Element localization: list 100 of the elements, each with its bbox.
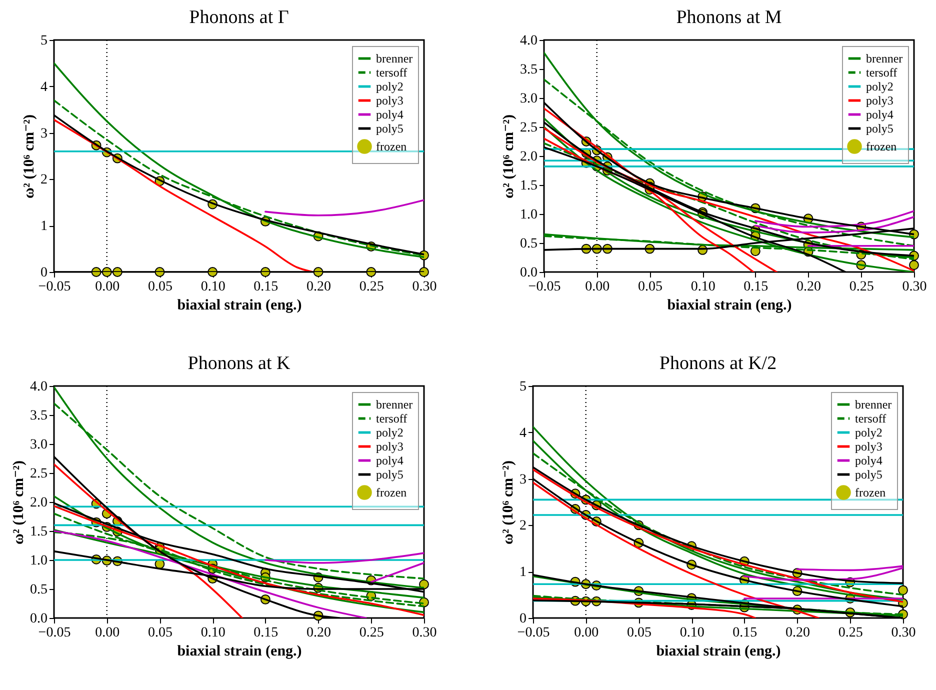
y-tick-label: 5	[520, 380, 526, 394]
legend-label: poly4	[376, 108, 404, 122]
x-tick-label: 0.25	[359, 280, 384, 294]
legend-label: poly3	[376, 94, 404, 108]
x-axis-title: biaxial strain (eng.)	[667, 298, 792, 314]
legend-label: brenner	[376, 52, 413, 66]
legend-label: poly4	[866, 108, 894, 122]
x-axis-title: biaxial strain (eng.)	[656, 644, 781, 660]
y-tick-label: 1	[40, 219, 48, 234]
y-tick-label: 2	[520, 518, 526, 534]
legend-label: frozen	[855, 486, 886, 500]
y-tick-label: 3.0	[520, 92, 538, 106]
y-tick-label: 0.5	[30, 582, 48, 598]
y-tick-label: 3.5	[520, 62, 538, 78]
legend-label: frozen	[376, 140, 407, 154]
x-tick-label: 0.25	[359, 626, 384, 640]
x-axis-title: biaxial strain (eng.)	[177, 644, 302, 660]
legend-label: tersoff	[866, 66, 898, 80]
legend-label: brenner	[866, 52, 903, 66]
x-tick-label: 0.00	[95, 280, 120, 294]
y-tick-label: 2.5	[30, 466, 48, 482]
legend-label: poly2	[855, 426, 882, 440]
chart-title: Phonons at K	[188, 353, 290, 374]
y-tick-label: 5	[40, 34, 48, 48]
legend-label: poly4	[376, 454, 404, 468]
x-tick-label: 0.20	[786, 626, 810, 640]
x-tick-label: 0.10	[200, 280, 226, 294]
x-tick-label: −0.05	[38, 280, 71, 294]
x-axis-title: biaxial strain (eng.)	[177, 298, 302, 314]
legend-label: brenner	[376, 398, 413, 412]
x-tick-label: −0.05	[528, 280, 561, 294]
x-tick-label: −0.05	[517, 626, 550, 640]
legend-label: frozen	[376, 486, 407, 500]
y-tick-label: 3.0	[30, 438, 48, 452]
y-tick-label: 2.0	[520, 150, 538, 164]
legend-label: poly3	[866, 94, 894, 108]
x-tick-label: 0.30	[891, 626, 916, 640]
x-tick-label: 0.05	[148, 626, 172, 640]
x-tick-label: 0.05	[148, 280, 172, 294]
y-tick-label: 2	[40, 172, 48, 188]
x-tick-label: 0.15	[254, 626, 278, 640]
x-tick-label: 0.10	[690, 280, 716, 294]
legend-label: brenner	[855, 398, 892, 412]
legend-label: tersoff	[376, 412, 408, 426]
x-tick-label: −0.05	[38, 626, 71, 640]
legend-label: poly5	[376, 468, 404, 482]
x-tick-label: 0.05	[626, 626, 652, 640]
y-tick-label: 2.5	[520, 120, 538, 136]
x-tick-label: 0.10	[680, 626, 704, 640]
legend-label: poly4	[855, 454, 882, 468]
legend-label: tersoff	[376, 66, 408, 80]
y-tick-label: 0	[520, 612, 526, 626]
x-tick-label: 0.20	[306, 280, 332, 294]
y-tick-label: 3	[520, 472, 526, 488]
x-tick-label: 0.20	[306, 626, 332, 640]
y-tick-label: 2.0	[30, 496, 48, 510]
y-tick-label: 3	[40, 126, 48, 142]
legend-label: frozen	[866, 140, 897, 154]
legend-label: poly3	[855, 440, 882, 454]
chart-title: Phonons at M	[676, 7, 782, 28]
legend-label: poly5	[855, 468, 882, 482]
x-tick-label: 0.05	[638, 280, 662, 294]
y-tick-label: 1.0	[30, 554, 48, 568]
y-tick-label: 1.5	[30, 524, 48, 540]
y-tick-label: 0.0	[520, 266, 538, 280]
y-tick-label: 1	[520, 565, 526, 580]
legend-label: poly2	[866, 80, 894, 94]
y-axis-title: ω² (10⁶ cm⁻²)	[501, 114, 517, 199]
x-tick-label: 0.00	[585, 280, 610, 294]
chart-title: Phonons at K/2	[659, 353, 777, 374]
y-axis-title: ω² (10⁶ cm⁻²)	[11, 460, 27, 545]
y-tick-label: 1.5	[520, 178, 538, 194]
legend-label: tersoff	[855, 412, 886, 426]
y-axis-title: ω² (10⁶ cm⁻²)	[22, 114, 38, 199]
x-tick-label: 0.15	[254, 280, 278, 294]
x-tick-label: 0.15	[744, 280, 768, 294]
y-tick-label: 0.0	[30, 612, 48, 626]
x-tick-label: 0.30	[412, 626, 437, 640]
y-tick-label: 0	[40, 266, 48, 280]
x-tick-label: 0.00	[95, 626, 120, 640]
x-tick-label: 0.10	[200, 626, 226, 640]
y-tick-label: 4	[520, 426, 526, 441]
y-tick-label: 1.0	[520, 208, 538, 222]
x-tick-label: 0.15	[732, 626, 758, 640]
y-tick-label: 3.5	[30, 408, 48, 424]
x-tick-label: 0.30	[902, 280, 927, 294]
x-tick-label: 0.20	[796, 280, 822, 294]
x-tick-label: 0.00	[574, 626, 599, 640]
y-tick-label: 4.0	[30, 380, 48, 394]
legend-label: poly3	[376, 440, 404, 454]
y-tick-label: 0.5	[520, 236, 538, 252]
x-tick-label: 0.25	[838, 626, 863, 640]
legend-label: poly2	[376, 80, 404, 94]
chart-title: Phonons at Γ	[189, 7, 289, 28]
legend-label: poly5	[376, 122, 404, 136]
x-tick-label: 0.25	[849, 280, 874, 294]
y-axis-title: ω² (10⁶ cm⁻²)	[500, 460, 516, 545]
legend-label: poly5	[866, 122, 894, 136]
x-tick-label: 0.30	[412, 280, 437, 294]
y-tick-label: 4	[40, 80, 48, 95]
